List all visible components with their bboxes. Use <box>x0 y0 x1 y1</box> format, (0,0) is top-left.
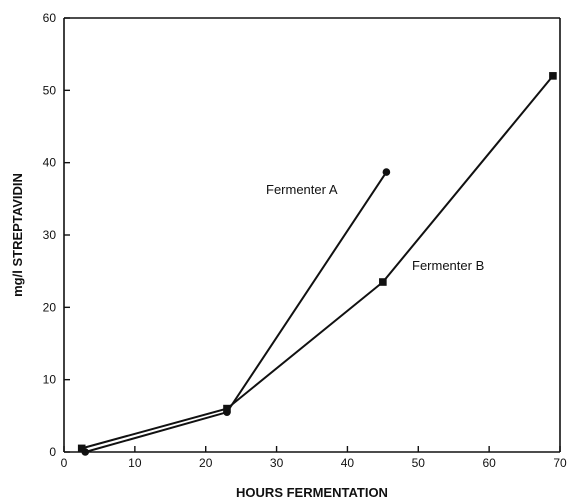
y-tick-label: 50 <box>43 83 57 97</box>
data-point-fermenter-b <box>223 404 231 413</box>
x-tick-label: 50 <box>412 456 426 470</box>
x-tick-label: 30 <box>270 456 284 470</box>
y-tick-label: 0 <box>49 445 56 459</box>
y-tick-label: 20 <box>43 300 57 314</box>
x-tick-label: 10 <box>128 456 142 470</box>
data-point-fermenter-b <box>77 444 86 453</box>
x-tick-label: 0 <box>61 456 68 470</box>
plot-area <box>63 17 561 453</box>
y-tick-label: 30 <box>43 228 57 242</box>
x-axis-title: HOURS FERMENTATION <box>236 485 388 500</box>
y-ticks: 0 10 20 30 40 50 60 <box>43 11 70 459</box>
y-tick-label: 60 <box>43 11 57 25</box>
series-group <box>77 72 557 456</box>
x-tick-label: 20 <box>199 456 213 470</box>
series-line-fermenter-a <box>85 171 388 453</box>
series-label-fermenter-b: Fermenter B <box>412 258 484 273</box>
y-axis-title: mg/l STREPTAVIDIN <box>10 173 25 297</box>
x-tick-label: 70 <box>553 456 567 470</box>
series-line-fermenter-b <box>81 75 554 450</box>
data-point-fermenter-a <box>382 168 391 176</box>
y-tick-label: 10 <box>43 373 57 387</box>
x-ticks: 0 10 20 30 40 50 60 70 <box>61 446 567 470</box>
y-tick-label: 40 <box>43 156 57 170</box>
x-tick-label: 40 <box>341 456 355 470</box>
x-tick-label: 60 <box>482 456 496 470</box>
data-point-fermenter-b <box>549 72 557 80</box>
data-point-fermenter-b <box>379 278 387 286</box>
series-label-fermenter-a: Fermenter A <box>266 182 338 197</box>
